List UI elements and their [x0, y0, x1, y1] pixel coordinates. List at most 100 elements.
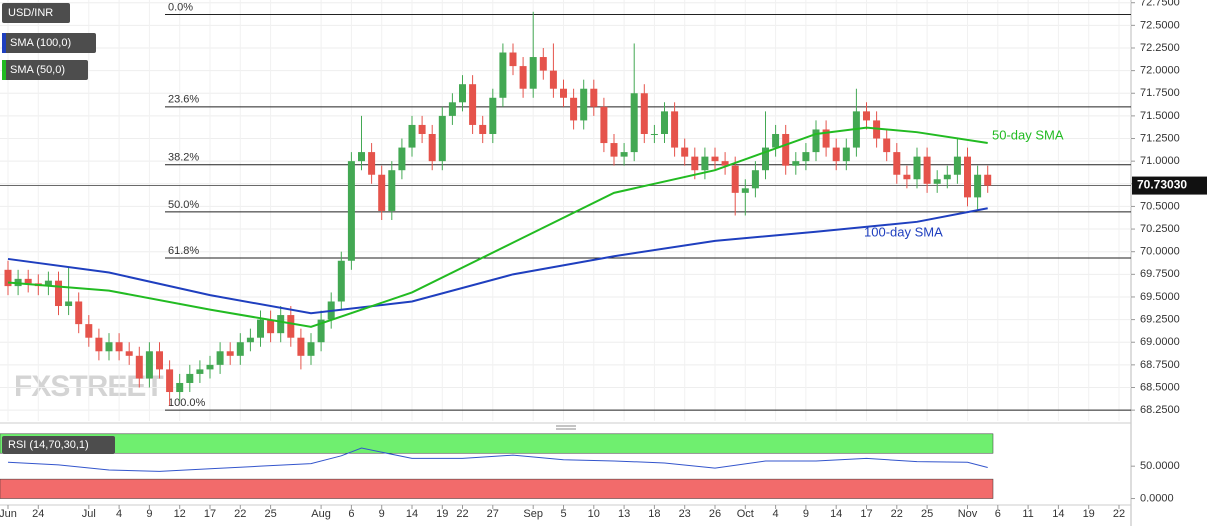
candle-body — [802, 152, 810, 162]
x-tick-label: 19 — [436, 508, 448, 520]
candle-body — [751, 170, 759, 189]
x-tick-label: Oct — [737, 508, 754, 520]
candle-body — [105, 342, 113, 352]
legend-label: SMA (100,0) — [10, 37, 71, 49]
legend-title: USD/INR — [8, 7, 53, 19]
candle-body — [459, 84, 466, 103]
x-tick-label: 9 — [803, 508, 809, 520]
candle-body — [95, 337, 103, 352]
candle-body — [499, 52, 507, 98]
x-tick-label: 22 — [891, 508, 903, 520]
x-tick-label: 24 — [32, 508, 44, 520]
x-tick-label: Nov — [958, 508, 978, 520]
candle-body — [974, 174, 982, 198]
y-tick-label: 69.7500 — [1140, 268, 1180, 280]
x-tick-label: 12 — [174, 508, 186, 520]
candle-body — [398, 147, 406, 171]
candle-body — [135, 355, 143, 379]
x-tick-label: 11 — [1022, 508, 1033, 520]
candle-body — [317, 319, 325, 343]
last-price-label: 70.73030 — [1137, 178, 1187, 192]
x-tick-label: Jun — [0, 508, 17, 520]
candle-body — [691, 156, 699, 171]
x-tick-label: 25 — [264, 508, 276, 520]
x-tick-label: 9 — [146, 508, 152, 520]
candle-body — [984, 174, 992, 186]
candle-body — [358, 152, 365, 162]
candle-body — [85, 324, 93, 338]
x-tick-label: 18 — [648, 508, 660, 520]
candle-body — [812, 129, 820, 153]
candle-body — [509, 52, 517, 67]
candle-body — [580, 88, 588, 121]
candle-body — [196, 369, 204, 374]
candle-body — [115, 342, 123, 352]
sma-line — [7, 126, 988, 328]
candle-body — [630, 93, 638, 153]
x-tick-label: 26 — [709, 508, 721, 520]
y-tick-label: 72.2500 — [1140, 42, 1180, 54]
y-tick-label: 68.2500 — [1140, 404, 1180, 416]
candle-body — [923, 156, 931, 184]
candle-body — [489, 97, 497, 134]
legend-swatch — [2, 33, 6, 53]
rsi-band — [0, 478, 994, 499]
candle-body — [681, 147, 689, 157]
legend-box — [2, 436, 115, 454]
x-tick-label: 9 — [379, 508, 385, 520]
fib-label: 61.8% — [168, 245, 199, 257]
candle-body — [913, 156, 921, 180]
x-tick-label: 27 — [487, 508, 499, 520]
y-tick-label: 71.7500 — [1140, 87, 1180, 99]
candle-body — [893, 152, 901, 175]
x-tick-label: 14 — [1052, 508, 1064, 520]
candle-body — [216, 351, 224, 365]
candle-body — [822, 129, 830, 148]
candle-body — [590, 88, 598, 107]
y-tick-label: 50.0000 — [1140, 460, 1180, 472]
candle-body — [671, 111, 679, 148]
candle-body — [479, 124, 487, 134]
legend-box — [2, 33, 96, 53]
candle-body — [408, 124, 416, 148]
candle-body — [246, 337, 254, 343]
y-tick-label: 70.5000 — [1140, 200, 1180, 212]
candle-body — [176, 382, 184, 393]
candle-body — [236, 342, 244, 356]
candle-body — [762, 147, 769, 171]
candle-body — [701, 156, 709, 171]
x-tick-label: 17 — [860, 508, 872, 520]
candle-body — [943, 174, 951, 180]
candle-body — [600, 106, 608, 144]
x-tick-label: Sep — [523, 508, 543, 520]
y-tick-label: 71.0000 — [1140, 155, 1180, 167]
y-tick-label: 69.2500 — [1140, 314, 1180, 326]
candle-body — [782, 133, 790, 166]
legend-label: SMA (50,0) — [10, 64, 65, 76]
candle-body — [832, 147, 840, 162]
x-tick-label: Jul — [82, 508, 96, 520]
annotation: 100-day SMA — [864, 224, 943, 239]
candle-body — [24, 278, 32, 284]
candle-body — [863, 111, 870, 121]
candle-body — [156, 351, 163, 370]
candle-body — [469, 84, 477, 125]
candle-body — [661, 111, 668, 134]
y-tick-label: 70.2500 — [1140, 223, 1180, 235]
candle-body — [560, 88, 567, 98]
rsi-title: RSI (14,70,30,1) — [8, 439, 89, 451]
candle-body — [287, 315, 295, 338]
candle-body — [378, 174, 386, 211]
candle-body — [125, 351, 133, 356]
candle-body — [953, 156, 961, 175]
fib-label: 38.2% — [168, 152, 199, 164]
rsi-band — [0, 433, 994, 454]
candle-body — [257, 319, 264, 338]
x-tick-label: 5 — [560, 508, 566, 520]
candle-body — [267, 319, 275, 334]
candle-body — [297, 337, 305, 356]
fib-label: 50.0% — [168, 199, 199, 211]
y-tick-label: 68.7500 — [1140, 359, 1180, 371]
x-tick-label: Aug — [311, 508, 331, 520]
